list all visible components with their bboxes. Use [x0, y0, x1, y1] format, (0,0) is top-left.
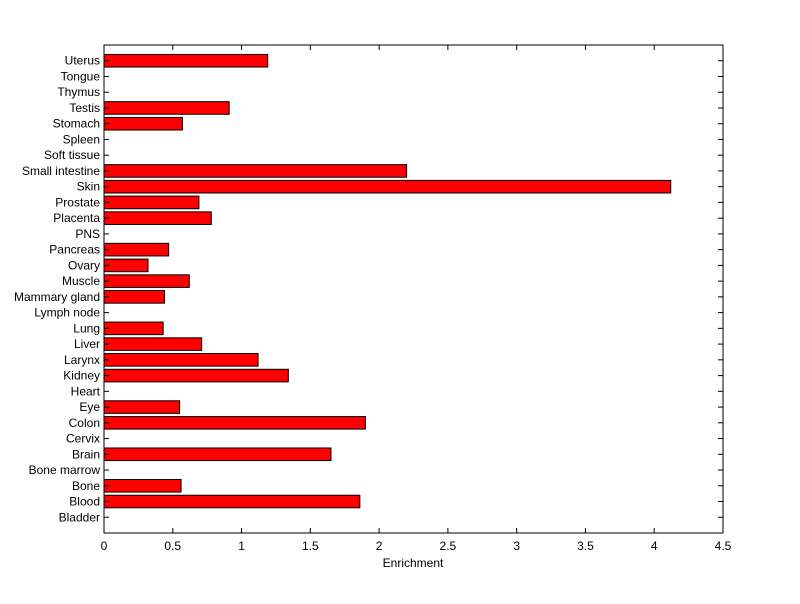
y-tick-label: Larynx — [64, 353, 100, 367]
x-tick-label: 0.5 — [164, 539, 181, 553]
y-tick-label: Pancreas — [49, 243, 100, 257]
y-tick-label: Stomach — [53, 117, 100, 131]
plot-frame — [103, 44, 724, 534]
y-tick-label: PNS — [75, 227, 100, 241]
bar-prostate — [103, 195, 200, 210]
bar-muscle — [103, 274, 190, 288]
y-tick-label: Tongue — [61, 69, 101, 83]
y-tick-label: Brain — [72, 447, 100, 461]
y-tick-label: Liver — [74, 337, 100, 351]
x-tick-label: 2.5 — [440, 539, 457, 553]
y-tick-label: Small intestine — [22, 164, 100, 178]
y-tick-label: Bladder — [59, 510, 100, 524]
bar-skin — [103, 179, 672, 194]
x-tick-label: 4.5 — [715, 539, 732, 553]
bar-blood — [103, 494, 361, 509]
x-tick-label: 0 — [101, 539, 108, 553]
bar-larynx — [103, 353, 259, 367]
bar-kidney — [103, 368, 289, 383]
y-tick-label: Skin — [77, 180, 100, 194]
bar-bone — [103, 478, 182, 493]
bar-stomach — [103, 116, 183, 131]
bar-testis — [103, 101, 230, 115]
x-tick-label: 2 — [376, 539, 383, 553]
bar-lung — [103, 321, 164, 336]
y-tick-label: Soft tissue — [44, 148, 100, 162]
y-tick-label: Heart — [71, 384, 101, 398]
y-tick-label: Colon — [69, 416, 100, 430]
x-tick-label: 1.5 — [302, 539, 319, 553]
y-tick-label: Bone marrow — [29, 463, 101, 477]
y-tick-label: Muscle — [62, 274, 100, 288]
bar-brain — [103, 447, 332, 462]
bar-uterus — [103, 53, 269, 68]
bar-pancreas — [103, 242, 170, 257]
bar-mammary-gland — [103, 290, 166, 304]
x-tick-label: 4 — [651, 539, 658, 553]
y-tick-label: Prostate — [55, 195, 100, 209]
y-tick-label: Mammary gland — [14, 290, 100, 304]
y-tick-label: Blood — [69, 495, 100, 509]
bar-ovary — [103, 258, 149, 273]
bar-liver — [103, 337, 203, 351]
bar-small-intestine — [103, 164, 408, 178]
y-tick-label: Ovary — [68, 258, 100, 272]
x-axis-label: Enrichment — [383, 556, 444, 570]
y-tick-label: Cervix — [66, 432, 100, 446]
y-tick-label: Kidney — [63, 369, 100, 383]
y-tick-label: Eye — [79, 400, 100, 414]
y-tick-label: Testis — [69, 101, 100, 115]
x-tick-label: 1 — [238, 539, 245, 553]
y-tick-label: Bone — [72, 479, 100, 493]
y-tick-label: Uterus — [65, 54, 100, 68]
y-tick-label: Lymph node — [34, 306, 100, 320]
bar-placenta — [103, 211, 212, 225]
y-tick-label: Placenta — [53, 211, 100, 225]
y-tick-label: Lung — [73, 321, 100, 335]
y-tick-label: Thymus — [57, 85, 100, 99]
bar-colon — [103, 416, 366, 430]
bar-eye — [103, 400, 181, 414]
x-tick-label: 3.5 — [577, 539, 594, 553]
x-tick-label: 3 — [513, 539, 520, 553]
y-tick-label: Spleen — [63, 132, 100, 146]
